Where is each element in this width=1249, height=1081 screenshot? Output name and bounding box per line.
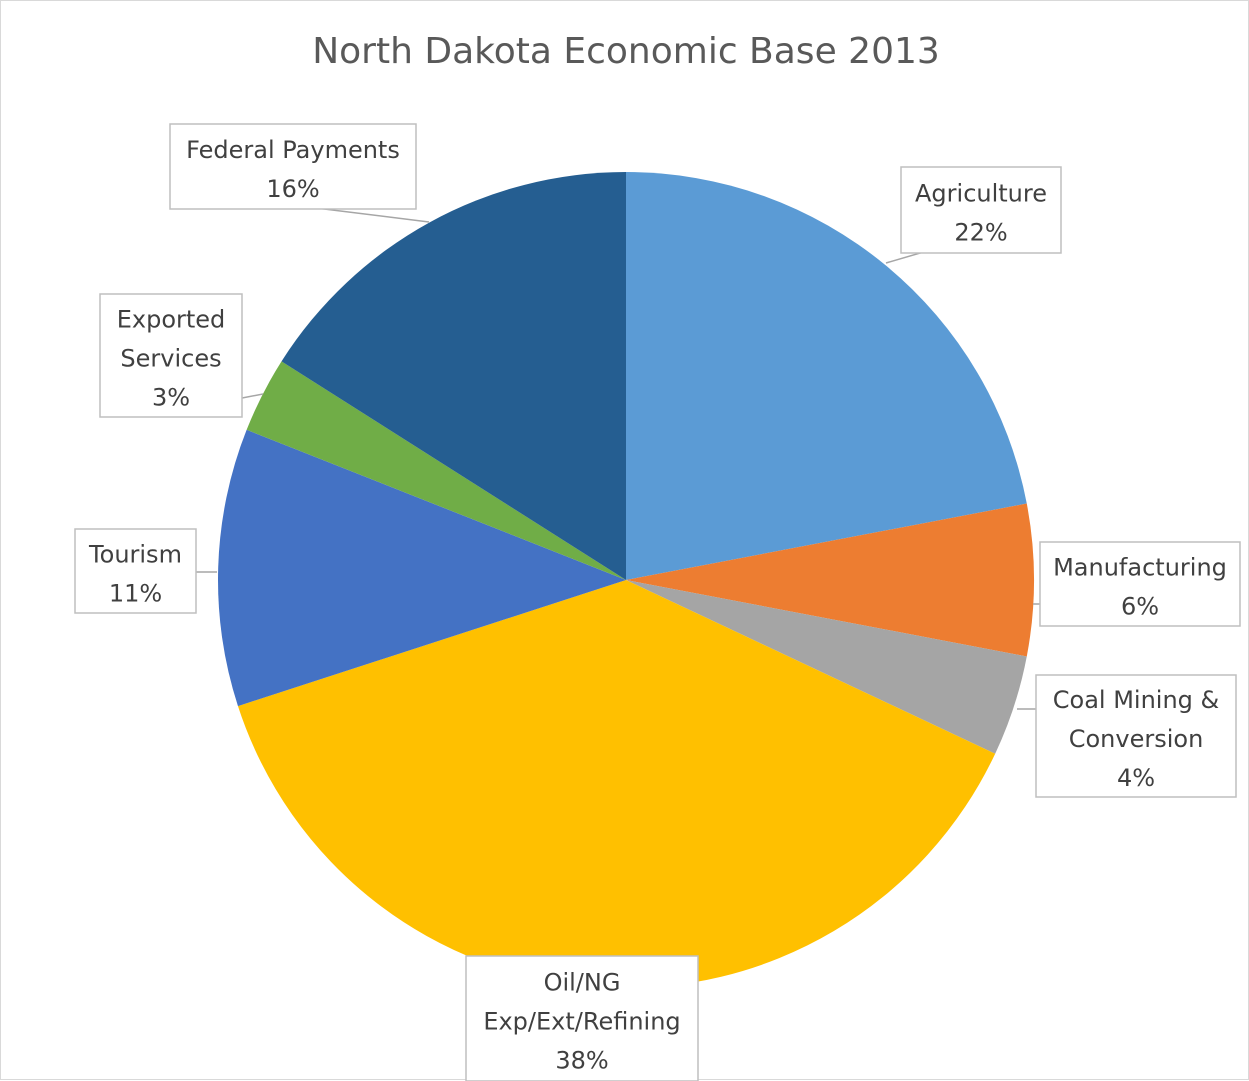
data-label-3: Coal Mining & Conversion 4% [1035,674,1237,798]
data-label-category: Federal Payments [186,136,400,164]
data-label-value: 6% [1121,592,1159,620]
data-label-2: Manufacturing 6% [1039,541,1241,627]
data-label-box [900,166,1062,254]
data-label-1: Agriculture 22% [900,166,1062,254]
data-label-box [169,123,417,210]
data-label-box [74,528,197,614]
data-label-value: 22% [954,218,1007,246]
data-label-4: Oil/NG Exp/Ext/Refining 38% [465,955,699,1081]
data-label-6: Exported Services 3% [99,293,243,418]
pie-slice-7 [281,172,626,580]
data-label-box [99,293,243,418]
leader-line-6 [241,393,264,399]
data-label-value: 16% [266,175,319,203]
labels-layer: Agriculture 22% Manufacturing 6% Coal Mining… [74,123,1241,1081]
data-label-value: 3% [152,383,190,411]
data-label-box [465,955,699,1081]
data-label-category: Oil/NG [544,968,621,996]
data-label-box [1039,541,1241,627]
slices-layer [218,172,1034,989]
data-label-category: Tourism [88,540,182,568]
data-label-value: 11% [109,579,162,607]
data-label-category: Exported [117,305,226,333]
data-label-category: Exp/Ext/Refining [483,1007,680,1035]
pie-slice-5 [218,429,626,707]
data-label-7: Federal Payments 16% [169,123,417,210]
data-label-value: 4% [1117,764,1155,792]
pie-slice-6 [246,361,626,580]
data-label-category: Manufacturing [1053,553,1227,581]
data-label-box [1035,674,1237,798]
data-label-category: Services [120,344,221,372]
pie-slice-1 [626,172,1027,580]
pie-slice-3 [626,580,1027,754]
pie-slice-4 [237,580,996,989]
chart-title: North Dakota Economic Base 2013 [312,31,940,72]
data-label-category: Agriculture [915,179,1047,207]
data-label-category: Conversion [1069,725,1204,753]
pie-slice-2 [626,503,1034,657]
data-label-category: Coal Mining & [1053,686,1220,714]
leader-line-7 [315,207,430,223]
data-label-5: Tourism 11% [74,528,197,614]
data-label-value: 38% [555,1046,608,1074]
